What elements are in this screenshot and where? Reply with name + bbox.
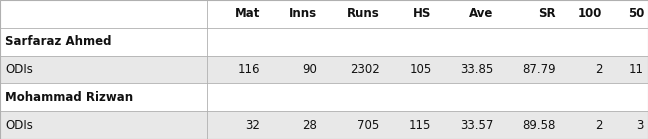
Text: Mat: Mat <box>235 7 260 20</box>
Text: 87.79: 87.79 <box>522 63 556 76</box>
Text: Mohammad Rizwan: Mohammad Rizwan <box>5 91 133 104</box>
Bar <box>0 28 648 56</box>
Text: Inns: Inns <box>289 7 318 20</box>
Text: 32: 32 <box>246 119 260 132</box>
Text: 116: 116 <box>238 63 260 76</box>
Text: 11: 11 <box>629 63 644 76</box>
Text: 2302: 2302 <box>350 63 380 76</box>
Text: 2: 2 <box>595 119 603 132</box>
Text: 33.85: 33.85 <box>461 63 494 76</box>
Bar <box>0 83 648 111</box>
Bar <box>0 56 648 83</box>
Bar <box>0 0 648 28</box>
Text: HS: HS <box>413 7 432 20</box>
Text: ODIs: ODIs <box>5 119 33 132</box>
Text: 115: 115 <box>409 119 432 132</box>
Text: 33.57: 33.57 <box>460 119 494 132</box>
Text: SR: SR <box>538 7 556 20</box>
Text: 2: 2 <box>595 63 603 76</box>
Text: 28: 28 <box>303 119 318 132</box>
Text: 100: 100 <box>578 7 603 20</box>
Text: 705: 705 <box>357 119 380 132</box>
Text: Runs: Runs <box>347 7 380 20</box>
Text: 3: 3 <box>636 119 644 132</box>
Text: Sarfaraz Ahmed: Sarfaraz Ahmed <box>5 35 111 48</box>
Bar <box>0 111 648 139</box>
Text: Ave: Ave <box>469 7 494 20</box>
Text: 89.58: 89.58 <box>522 119 556 132</box>
Text: ODIs: ODIs <box>5 63 33 76</box>
Text: 105: 105 <box>409 63 432 76</box>
Text: 50: 50 <box>628 7 644 20</box>
Text: 90: 90 <box>303 63 318 76</box>
